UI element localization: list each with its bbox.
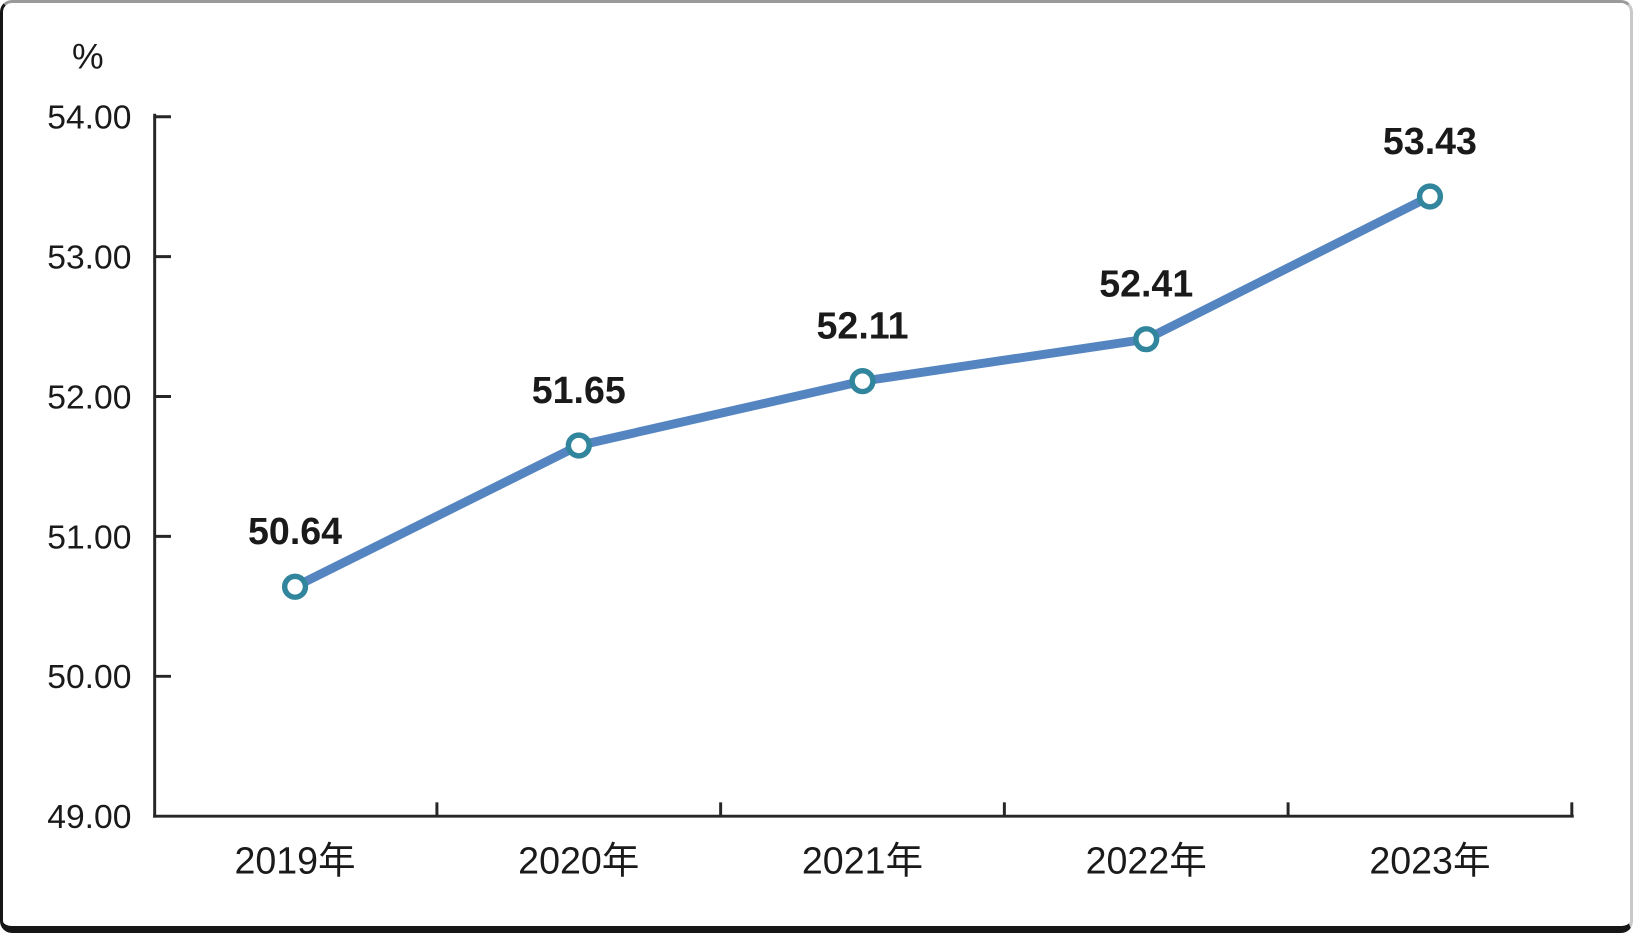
y-axis-tick-label: 53.00 — [47, 240, 131, 277]
data-point-marker — [1416, 183, 1444, 210]
data-point-marker — [281, 573, 309, 600]
data-point-marker — [565, 432, 592, 459]
y-axis-tick-label: 49.00 — [47, 799, 131, 836]
data-point-label: 52.11 — [817, 305, 909, 347]
x-axis-tick-label: 2021年 — [802, 840, 923, 882]
y-axis-tick-label: 50.00 — [47, 659, 131, 696]
data-point-label: 50.64 — [248, 510, 342, 552]
data-point-label: 53.43 — [1383, 120, 1477, 162]
x-axis-tick-label: 2019年 — [234, 840, 355, 882]
y-axis-tick-label: 51.00 — [47, 519, 131, 556]
x-axis-tick-label: 2020年 — [518, 840, 639, 882]
x-axis-tick-label: 2023年 — [1369, 840, 1490, 882]
line-chart: % 49.00 50.00 51.00 52.00 53.00 54.00 2019年 2020… — [47, 36, 1574, 882]
x-axis-tick-label: 2022年 — [1086, 840, 1207, 882]
y-axis-tick-label: 52.00 — [47, 379, 131, 416]
y-axis-unit-label: % — [72, 36, 104, 76]
data-point-label: 51.65 — [532, 369, 626, 411]
y-axis-tick-label: 54.00 — [47, 100, 131, 137]
data-point-marker — [849, 368, 876, 395]
data-point-label: 52.41 — [1099, 263, 1193, 305]
data-point-marker — [1133, 326, 1160, 353]
